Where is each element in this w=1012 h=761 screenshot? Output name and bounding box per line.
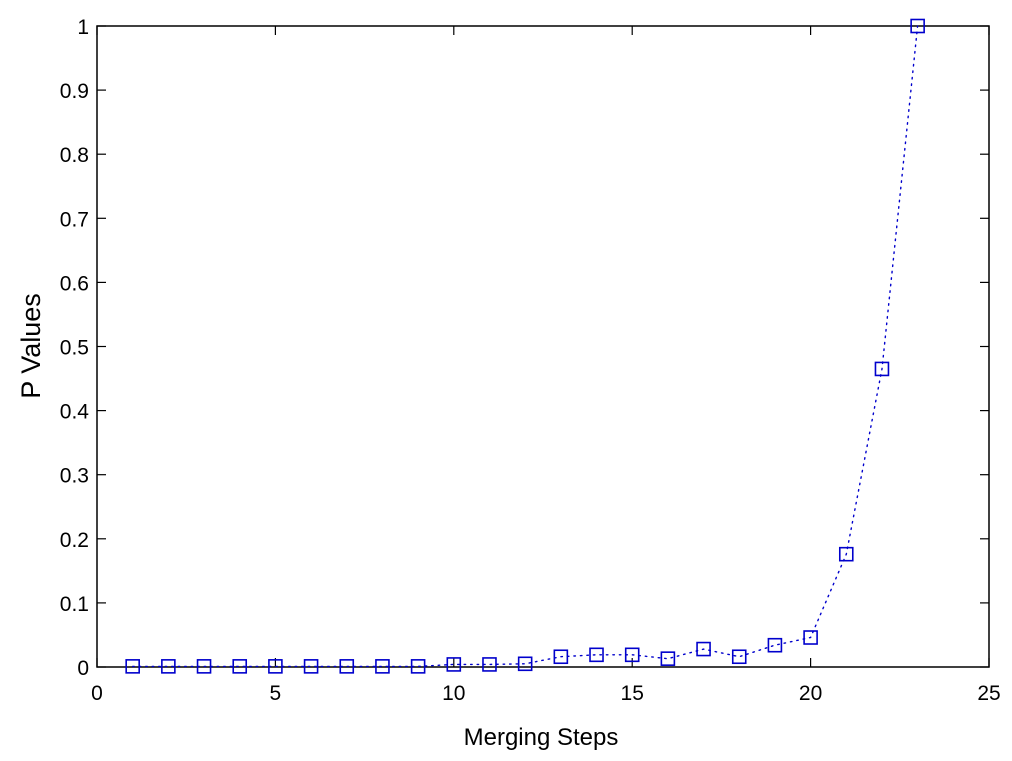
x-axis: 0 5 10 15 20 25 <box>91 26 1001 705</box>
data-point <box>303 659 319 674</box>
y-tick-label: 0.8 <box>60 144 89 167</box>
y-tick-label: 0.3 <box>60 465 89 488</box>
data-point <box>410 659 426 674</box>
y-axis: 0 0.1 0.2 0.3 0.4 0.5 0.6 0.7 0.8 0.9 1 <box>60 16 989 680</box>
x-tick-label: 5 <box>270 682 282 705</box>
data-point <box>375 659 390 674</box>
y-tick-label: 0.4 <box>60 401 90 424</box>
data-point <box>268 659 283 674</box>
y-tick-label: 0 <box>77 657 89 680</box>
series-line <box>131 25 919 668</box>
data-point <box>910 18 925 34</box>
y-tick-label: 0.9 <box>60 80 89 103</box>
data-point <box>589 647 604 663</box>
y-tick-label: 0.7 <box>60 208 89 231</box>
x-tick-label: 0 <box>91 682 103 705</box>
data-point <box>874 361 890 377</box>
data-point <box>482 657 497 672</box>
data-point <box>161 659 176 674</box>
x-tick-label: 10 <box>442 682 465 705</box>
data-point <box>838 546 854 562</box>
data-point <box>196 659 212 674</box>
data-point <box>553 649 569 665</box>
x-tick-label: 15 <box>621 682 644 705</box>
data-point <box>232 659 248 674</box>
data-point <box>660 651 676 666</box>
data-point <box>517 656 533 672</box>
data-point <box>803 630 818 645</box>
data-point <box>767 637 783 653</box>
data-point <box>339 659 355 674</box>
y-tick-label: 0.2 <box>60 529 89 552</box>
data-point <box>446 657 462 672</box>
y-tick-label: 0.1 <box>60 593 89 616</box>
y-tick-label: 0.6 <box>60 272 89 295</box>
data-point <box>624 647 640 663</box>
y-tick-label: 0.5 <box>60 337 89 360</box>
x-tick-label: 20 <box>799 682 822 705</box>
x-axis-label: Merging Steps <box>464 724 619 751</box>
y-tick-label: 1 <box>77 16 89 39</box>
data-point <box>125 659 140 674</box>
series-layer <box>125 18 925 674</box>
data-point <box>696 641 711 657</box>
x-tick-label: 25 <box>977 682 1000 705</box>
data-point <box>731 649 747 665</box>
y-axis-label: P Values <box>16 293 46 399</box>
plot-area <box>96 25 990 668</box>
